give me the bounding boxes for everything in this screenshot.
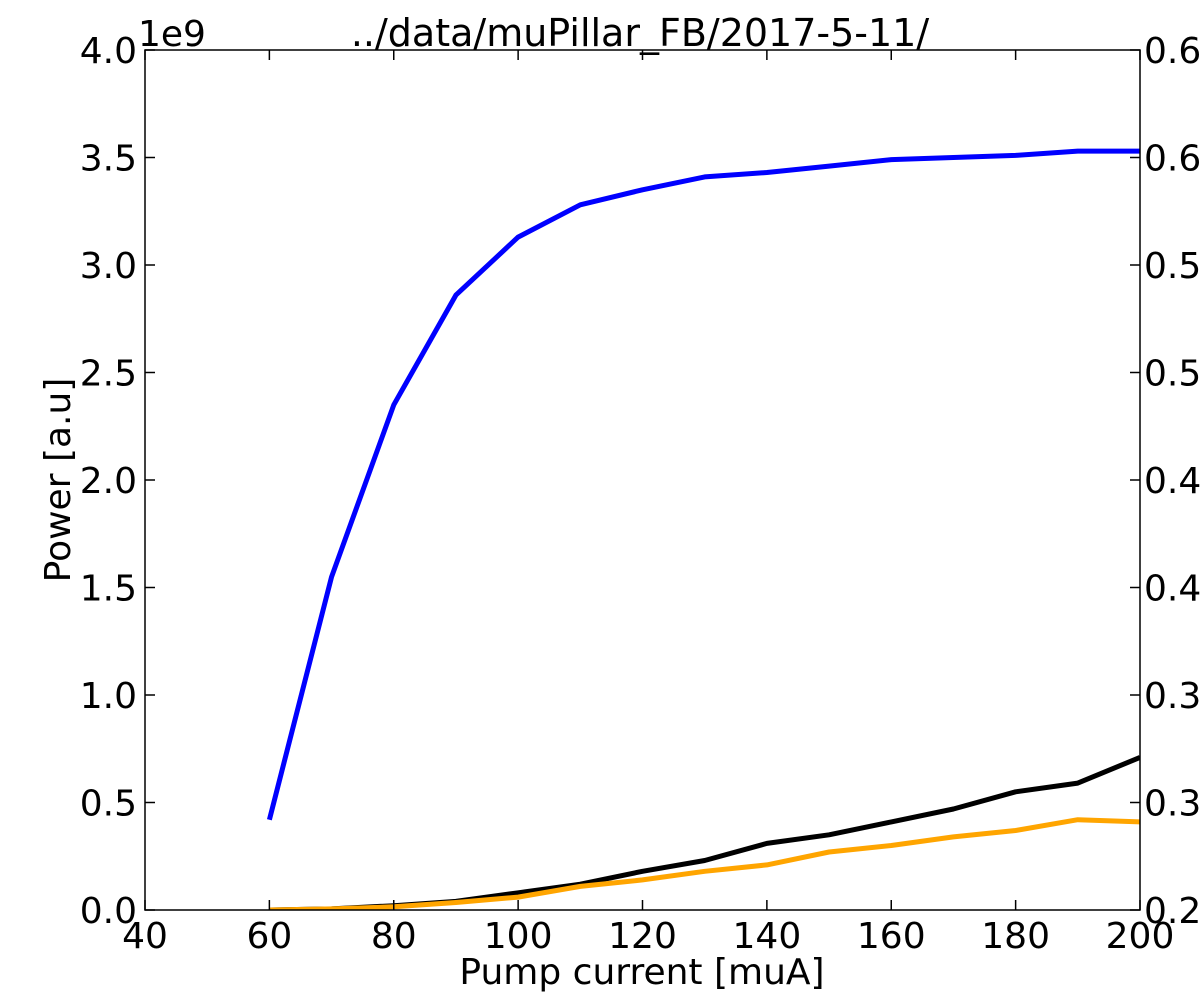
- y-tick-label: 1.5: [80, 569, 137, 610]
- x-tick-label: 160: [857, 916, 926, 957]
- y-axis-label: Power [a.u]: [38, 378, 79, 583]
- y2-tick-label: 0.2: [1144, 891, 1200, 932]
- x-tick-label: 120: [608, 916, 677, 957]
- y-tick-label: 3.5: [80, 139, 137, 180]
- plot-frame: [144, 49, 1141, 911]
- y2-tick-label: 0.4: [1144, 569, 1200, 610]
- y-tick-label: 1.0: [80, 676, 137, 717]
- x-axis-label: Pump current [muA]: [459, 952, 824, 993]
- y-tick-label: 3.0: [80, 246, 137, 287]
- y-tick-label: 0.0: [80, 891, 137, 932]
- x-tick-label: 140: [733, 916, 802, 957]
- x-tick-label: 60: [246, 916, 292, 957]
- x-tick-label: 180: [981, 916, 1050, 957]
- y2-tick-label: 0.5: [1144, 246, 1200, 287]
- y2-tick-label: 0.4: [1144, 461, 1200, 502]
- y-tick-label: 2.5: [80, 354, 137, 395]
- x-tick-label: 40: [122, 916, 168, 957]
- y-tick-label: 4.0: [80, 31, 137, 72]
- y-axis-offset-label: 1e9: [138, 14, 206, 55]
- y2-tick-label: 0.6: [1144, 139, 1200, 180]
- chart-title: ../data/muPillar_FB/2017-5-11/: [351, 11, 930, 55]
- x-tick-label: 200: [1106, 916, 1175, 957]
- x-tick-label: 80: [371, 916, 417, 957]
- series-line-3: [269, 817, 1140, 910]
- series-line-2: [269, 755, 1140, 910]
- y2-tick-label: 0.5: [1144, 354, 1200, 395]
- series-line-1: [266, 148, 1140, 821]
- y-tick-label: 2.0: [80, 461, 137, 502]
- y2-tick-label: 0.3: [1144, 676, 1200, 717]
- plot-area: 40 60 80 100 120 140 160 180 200 0.0 0.5 1.0 1.5 2.0 2…: [80, 31, 1200, 957]
- y2-tick-label: 0.3: [1144, 784, 1200, 825]
- y2-tick-label: 0.6: [1144, 31, 1200, 72]
- x-tick-label: 100: [484, 916, 553, 957]
- y-tick-label: 0.5: [80, 784, 137, 825]
